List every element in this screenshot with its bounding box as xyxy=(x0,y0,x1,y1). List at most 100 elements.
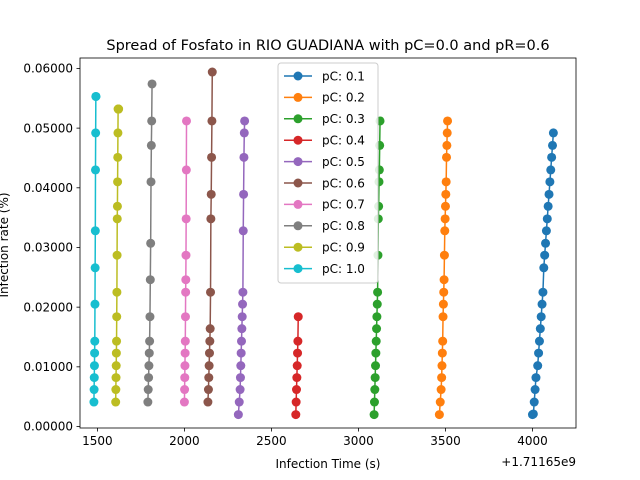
data-point xyxy=(145,312,155,322)
data-point xyxy=(293,336,303,346)
data-point xyxy=(548,128,558,138)
data-point xyxy=(111,348,121,358)
data-point xyxy=(112,214,122,224)
data-point xyxy=(113,128,123,138)
y-tick-label: 0.02000 xyxy=(23,300,73,314)
x-tick-label: 1500 xyxy=(82,434,113,448)
data-point xyxy=(90,336,100,346)
data-point xyxy=(112,201,122,211)
data-point xyxy=(206,214,216,224)
legend-item: pC: 0.8 xyxy=(284,219,365,233)
data-point xyxy=(373,287,383,297)
data-point xyxy=(146,238,156,248)
x-tick-label: 2000 xyxy=(169,434,200,448)
y-tick-label: 0.00000 xyxy=(23,420,73,434)
legend-item: pC: 0.1 xyxy=(284,69,365,83)
legend-item: pC: 0.3 xyxy=(284,112,365,126)
data-point xyxy=(239,128,249,138)
data-point xyxy=(206,287,216,297)
legend-marker xyxy=(293,242,303,252)
data-point xyxy=(89,385,99,395)
series-9 xyxy=(111,104,124,407)
data-point xyxy=(238,287,248,297)
data-point xyxy=(181,250,191,260)
data-point xyxy=(292,361,302,371)
data-point xyxy=(369,397,379,407)
data-point xyxy=(90,226,100,236)
data-point xyxy=(542,214,552,224)
x-tick-label: 3500 xyxy=(430,434,461,448)
x-tick-label: 3000 xyxy=(343,434,374,448)
plot-area: 1500 2000 2500 3000 3500 4000 0.00000 0.01000 0.… xyxy=(23,57,577,448)
data-point xyxy=(204,373,214,383)
data-point xyxy=(234,397,244,407)
data-point xyxy=(203,385,213,395)
data-point xyxy=(145,275,155,285)
data-point xyxy=(291,410,301,420)
data-point xyxy=(438,336,448,346)
data-point xyxy=(443,116,453,126)
data-point xyxy=(438,299,448,309)
data-point xyxy=(207,116,217,126)
legend-label: pC: 0.3 xyxy=(322,112,365,126)
y-tick-label: 0.03000 xyxy=(23,241,73,255)
data-point xyxy=(143,385,153,395)
data-point xyxy=(540,250,550,260)
data-point xyxy=(114,104,124,114)
series-5 xyxy=(233,116,250,420)
data-point xyxy=(205,336,215,346)
data-point xyxy=(435,397,445,407)
data-point xyxy=(111,397,121,407)
data-point xyxy=(548,140,558,150)
legend-marker xyxy=(293,221,303,231)
data-point xyxy=(547,152,557,162)
data-point xyxy=(237,324,247,334)
data-point xyxy=(238,299,248,309)
data-point xyxy=(531,373,541,383)
legend-label: pC: 0.8 xyxy=(322,219,365,233)
data-point xyxy=(545,177,555,187)
legend-marker xyxy=(293,178,303,188)
data-point xyxy=(370,373,380,383)
data-point xyxy=(536,312,546,322)
data-point xyxy=(541,226,551,236)
legend-label: pC: 0.9 xyxy=(322,241,365,255)
data-point xyxy=(437,373,447,383)
data-point xyxy=(237,336,246,346)
data-point xyxy=(180,361,190,371)
data-point xyxy=(111,361,121,371)
data-point xyxy=(543,201,553,211)
data-point xyxy=(90,348,100,358)
data-point xyxy=(112,312,122,322)
data-point xyxy=(371,348,381,358)
data-point xyxy=(179,397,189,407)
data-point xyxy=(293,348,303,358)
data-point xyxy=(537,299,547,309)
data-point xyxy=(442,128,452,138)
legend-item: pC: 1.0 xyxy=(284,262,365,276)
legend-marker xyxy=(293,135,303,145)
legend-item: pC: 0.7 xyxy=(284,198,365,212)
legend-item: pC: 0.6 xyxy=(284,176,365,190)
data-point xyxy=(146,140,156,150)
data-point xyxy=(204,348,214,358)
data-point xyxy=(113,152,123,162)
data-point xyxy=(233,410,243,420)
legend-item: pC: 0.2 xyxy=(284,91,365,105)
data-point xyxy=(207,152,217,162)
series-6 xyxy=(203,67,217,407)
data-point xyxy=(437,348,447,358)
data-point xyxy=(236,361,246,371)
x-tick-label: 4000 xyxy=(517,434,548,448)
data-point xyxy=(111,373,121,383)
legend-label: pC: 1.0 xyxy=(322,262,365,276)
legend-label: pC: 0.2 xyxy=(322,91,365,105)
data-point xyxy=(181,287,191,297)
data-point xyxy=(442,152,452,162)
legend-item: pC: 0.4 xyxy=(284,134,365,148)
data-point xyxy=(437,361,447,371)
data-point xyxy=(235,385,245,395)
data-point xyxy=(369,410,379,420)
data-point xyxy=(440,201,450,211)
